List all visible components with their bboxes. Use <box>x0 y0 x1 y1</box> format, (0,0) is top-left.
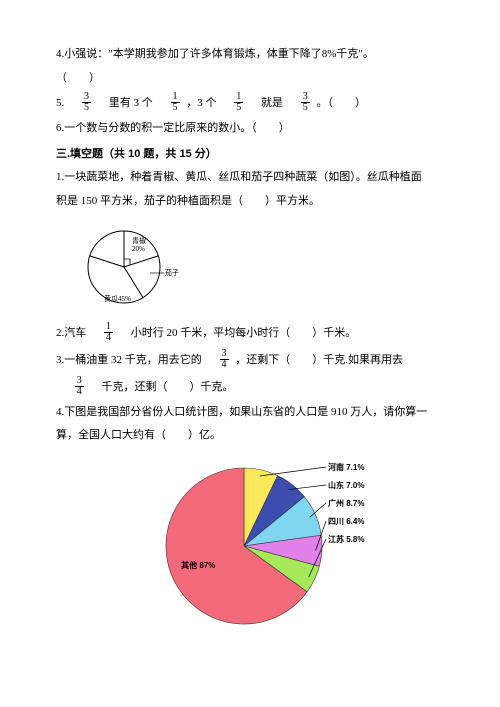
label-huanggua: 黄瓜45% <box>104 294 131 303</box>
label-qingjiao-pct: 20% <box>132 245 145 253</box>
section-3-title: 三.填空题（共 10 题，共 15 分） <box>56 146 444 164</box>
pie-label-山东: 山东 7.0% <box>328 480 364 490</box>
fraction-3-4: 34 <box>220 349 229 370</box>
s3-q1-l1: 1.一块蔬菜地，种着青椒、黄瓜、丝瓜和茄子四种蔬菜（如图）。丝瓜种植面 <box>56 169 444 187</box>
s3q3-l1p1: 3.一桶油重 32 千克，用去它的 <box>56 354 213 366</box>
s3q3-l2p2: 千克，还剩（ ）千克。 <box>91 381 234 393</box>
q4-text: 4.小强说："本学期我参加了许多体育锻炼，体重下降了8%千克"。 <box>56 48 374 60</box>
q4-paren: （ ） <box>56 72 100 84</box>
s3q3-l1p2: ，还剩下（ ）千克.如果再用去 <box>235 354 403 366</box>
pie-label-四川: 四川 6.4% <box>328 517 364 526</box>
q5-t4: 。（ ） <box>317 97 367 109</box>
vegetable-pie-chart: 青椒 20% 茄子 黄瓜45% <box>80 219 444 309</box>
fraction-1-5b: 15 <box>234 92 243 113</box>
label-qingjiao: 青椒 <box>132 236 146 245</box>
q5-t1: 里有 3 个 <box>98 97 164 109</box>
fraction-1-4: 14 <box>104 322 113 343</box>
pie-label-江苏: 江苏 5.8% <box>328 534 364 544</box>
question-4-paren: （ ） <box>56 70 444 88</box>
s3q2-p2: 小时行 20 千米，平均每小时行（ ）千米。 <box>120 327 357 339</box>
pie-label-河南: 河南 7.1% <box>328 462 364 472</box>
fraction-3-4b: 34 <box>75 376 84 397</box>
population-pie-chart: 河南 7.1% 山东 7.0% 广州 8.7% 四川 6.4% 江苏 5.8% 其他 87… <box>134 451 444 641</box>
question-6: 6.一个数与分数的积一定比原来的数小。（ ） <box>56 120 444 138</box>
q6-text: 6.一个数与分数的积一定比原来的数小。（ ） <box>56 122 290 134</box>
s3-q3-l1: 3.一桶油重 32 千克，用去它的 34 ，还剩下（ ）千克.如果再用去 <box>56 350 444 371</box>
s3q2-p1: 2.汽车 <box>56 327 97 339</box>
question-4: 4.小强说："本学期我参加了许多体育锻炼，体重下降了8%千克"。 <box>56 46 444 64</box>
s3-q1-l2: 积是 150 平方米，茄子的种植面积是（ ）平方米。 <box>56 193 444 211</box>
fraction-1-5: 15 <box>171 92 180 113</box>
pie-label-广州: 广州 8.7% <box>328 498 364 508</box>
fraction-3-5: 35 <box>82 92 91 113</box>
s3-q4-l2: 算，全国人口大约有（ ）亿。 <box>56 427 444 445</box>
fraction-3-5b: 35 <box>301 92 310 113</box>
pie-label-其他: 其他 87% <box>181 560 215 570</box>
s3-q3-l2: 34 千克，还剩（ ）千克。 <box>56 377 444 398</box>
q5-t3: 就是 <box>250 97 294 109</box>
q5-p1: 5. <box>56 97 75 109</box>
s3-q4-l1: 4.下图是我国部分省份人口统计图，如果山东省的人口是 910 万人，请你算一 <box>56 404 444 422</box>
s3-q2: 2.汽车 14 小时行 20 千米，平均每小时行（ ）千米。 <box>56 323 444 344</box>
question-5: 5. 35 里有 3 个 15 ，3 个 15 就是 35 。（ ） <box>56 93 444 114</box>
q5-t2: ，3 个 <box>186 97 227 109</box>
label-qiezi: 茄子 <box>165 268 179 277</box>
